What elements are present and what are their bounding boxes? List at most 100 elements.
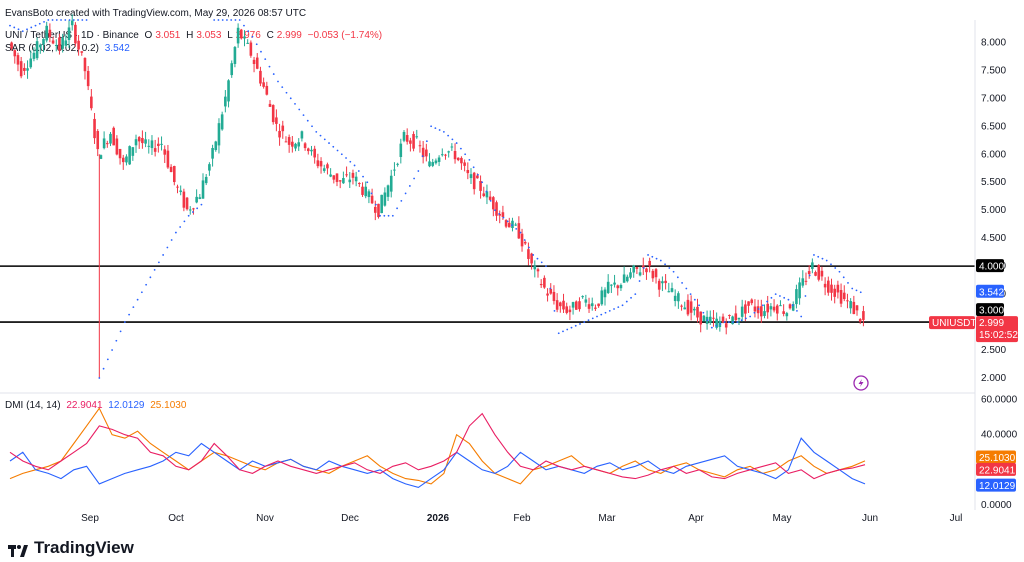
candle-body <box>610 284 613 286</box>
candle-body <box>440 154 444 156</box>
sar-dot <box>149 276 152 279</box>
time-tick-label: 2026 <box>427 513 450 524</box>
sar-dot <box>336 149 339 152</box>
candle-body <box>788 304 792 309</box>
candle-body <box>338 180 342 182</box>
candle-body <box>527 249 530 259</box>
sar-dot <box>570 326 573 329</box>
candle-body <box>715 318 718 328</box>
candle-body <box>654 269 658 278</box>
sar-tag: 3.542 <box>979 287 1004 298</box>
candle-body <box>839 290 843 304</box>
candle-body <box>252 59 256 65</box>
sar-value: 3.542 <box>104 43 130 54</box>
dmi-pane <box>9 407 866 488</box>
sar-dot <box>430 125 433 128</box>
sar-dot <box>753 311 756 314</box>
candle-body <box>77 40 80 50</box>
sar-dot <box>723 321 726 323</box>
sar-dot <box>345 157 347 159</box>
candle-body <box>294 143 297 149</box>
candle-body <box>686 299 690 315</box>
sar-dot <box>455 142 458 144</box>
sar-dot <box>676 276 679 279</box>
level-3-tag: 3.000 <box>979 306 1004 317</box>
candle-body <box>769 306 773 310</box>
candle-body <box>160 143 163 145</box>
sar-dot <box>625 300 628 303</box>
candle-body <box>619 285 623 289</box>
close-value: 2.999 <box>276 30 302 41</box>
sar-dot <box>417 170 420 172</box>
sar-dot <box>498 213 501 215</box>
candle-body <box>565 306 569 313</box>
candle-body <box>476 175 479 179</box>
candle-body <box>236 27 240 44</box>
candle-body <box>747 301 750 306</box>
candle-body <box>399 143 403 157</box>
adx-line <box>9 407 866 485</box>
sar-dot <box>664 263 666 266</box>
sar-dot <box>366 181 369 184</box>
candle-body <box>287 137 291 145</box>
sar-dot <box>183 220 186 223</box>
time-tick-label: Oct <box>168 513 184 524</box>
candle-body <box>536 269 540 272</box>
axes: 8.000 7.500 7.000 6.500 6.000 5.500 5.000 4.500… <box>0 20 1018 524</box>
sar-dot <box>404 192 407 195</box>
candle-body <box>141 138 144 144</box>
sar-dot <box>817 255 820 258</box>
sar-dot <box>485 190 488 193</box>
time-tick-label: Nov <box>256 513 274 524</box>
symbol-label: UNI / TetherUS · 1D · Binance <box>5 30 139 41</box>
candle-body <box>70 20 74 26</box>
candle-body <box>456 157 460 161</box>
candle-body <box>284 141 288 143</box>
sar-dot <box>719 323 722 325</box>
price-tick-label: 7.500 <box>981 65 1006 76</box>
sar-dot <box>855 289 858 292</box>
price-tick-label: 8.000 <box>981 37 1006 48</box>
dmi-tick-label: 60.0000 <box>981 395 1018 406</box>
sar-dot <box>638 280 641 282</box>
sar-dot <box>506 220 509 223</box>
sar-dot <box>140 291 143 294</box>
dmi-minus-tag: 12.0129 <box>979 481 1016 492</box>
sar-dot <box>251 35 254 38</box>
candle-body <box>166 150 170 168</box>
candle-body <box>39 44 42 48</box>
candle-body <box>651 270 655 279</box>
candle-body <box>849 301 852 309</box>
candle-body <box>58 37 61 51</box>
price-tick-label: 6.500 <box>981 121 1006 132</box>
sar-dot <box>434 127 437 130</box>
sar-dot <box>123 321 126 323</box>
sar-dot <box>600 313 603 316</box>
sar-dot <box>145 283 148 286</box>
sar-dot <box>651 255 654 258</box>
candle-body <box>74 24 77 44</box>
sar-dot <box>621 304 624 307</box>
candle-body <box>559 302 562 307</box>
candle-body <box>814 272 817 276</box>
sar-dot <box>727 321 730 323</box>
flash-icon[interactable] <box>853 375 869 391</box>
brand-name: TradingView <box>34 538 134 557</box>
sar-dot <box>515 227 518 230</box>
candle-body <box>600 290 604 305</box>
sar-dot <box>162 254 165 256</box>
dmi-label: DMI (14, 14) <box>5 400 61 411</box>
candle-body <box>779 305 782 307</box>
sar-dot <box>681 282 683 284</box>
candle-body <box>173 166 176 183</box>
sar-dot <box>332 145 335 148</box>
chart-credit: EvansBoto created with TradingView.com, … <box>5 8 307 19</box>
sar-dot <box>170 239 173 241</box>
sar-dot <box>272 73 275 75</box>
candle-body <box>842 292 846 300</box>
candle-body <box>584 299 588 303</box>
candle-body <box>112 127 115 146</box>
sar-dot <box>302 114 305 116</box>
candle-body <box>233 47 237 64</box>
